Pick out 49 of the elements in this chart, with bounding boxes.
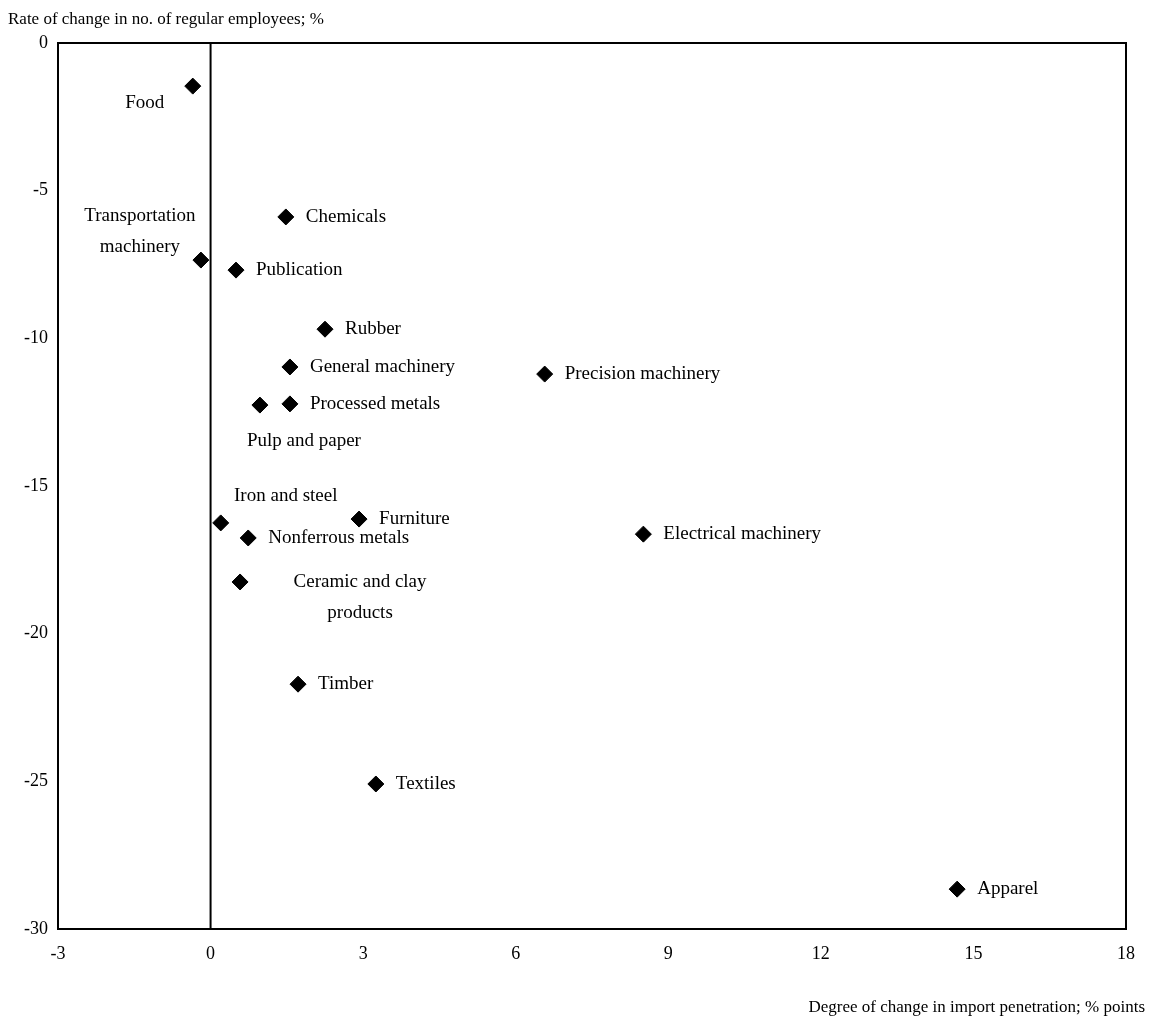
point <box>367 775 385 793</box>
annotation: Textiles <box>395 771 456 793</box>
x-tick-label: -3 <box>50 942 66 963</box>
y-tick-label: -5 <box>33 179 48 200</box>
annotation: Ceramic and clay products <box>293 569 428 622</box>
annotation: Pulp and paper <box>246 429 362 451</box>
annotation: Electrical machinery <box>663 522 822 544</box>
y-axis-title: Rate of change in no. of regular employees; % <box>8 9 324 29</box>
point <box>948 880 966 898</box>
y-tick-label: -25 <box>24 770 48 791</box>
y-tick-label: 0 <box>39 31 48 52</box>
point <box>231 573 249 591</box>
point <box>281 395 299 413</box>
point <box>634 525 652 543</box>
annotation: Food <box>125 91 165 113</box>
x-tick-label: 0 <box>206 942 216 963</box>
annotation: Timber <box>318 672 374 694</box>
y-tick-label: -30 <box>24 917 48 938</box>
y-tick-label: -15 <box>24 474 48 495</box>
annotation: Publication <box>256 258 344 280</box>
point <box>316 320 334 338</box>
point <box>239 529 257 547</box>
y-tick-label: -10 <box>24 327 48 348</box>
point <box>251 396 269 414</box>
y-tick-label: -20 <box>24 622 48 643</box>
point <box>227 261 245 279</box>
point <box>192 251 210 269</box>
annotation: Precision machinery <box>564 362 721 384</box>
annotation: Processed metals <box>309 391 441 413</box>
x-tick-label: 15 <box>964 942 983 963</box>
annotation: Iron and steel <box>234 483 338 505</box>
x-tick-label: 12 <box>811 942 830 963</box>
point <box>350 510 368 528</box>
annotation: General machinery <box>309 354 456 376</box>
x-axis-title: Degree of change in import penetration; % points <box>808 997 1145 1017</box>
point <box>289 675 307 693</box>
annotation: Transportation machinery <box>84 204 196 257</box>
annotation: Apparel <box>977 877 1039 899</box>
point <box>281 358 299 376</box>
point <box>536 365 554 383</box>
point <box>277 208 295 226</box>
x-tick-label: 9 <box>663 942 673 963</box>
point <box>184 77 202 95</box>
point <box>212 514 230 532</box>
annotation: Rubber <box>345 317 402 339</box>
x-tick-label: 18 <box>1117 942 1135 963</box>
x-tick-label: 3 <box>358 942 368 963</box>
x-tick-label: 6 <box>511 942 521 963</box>
annotation: Chemicals <box>305 204 387 226</box>
